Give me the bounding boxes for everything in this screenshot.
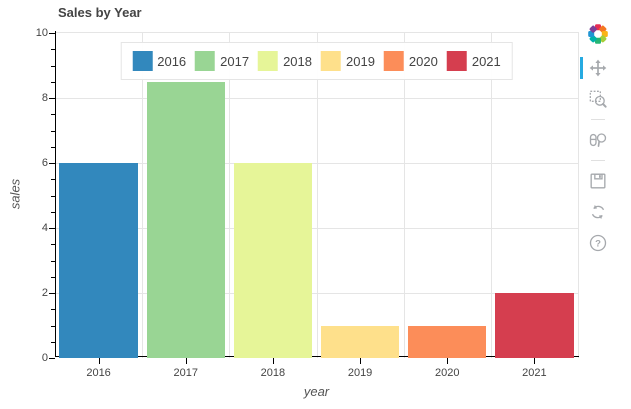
gridline-vertical: [142, 33, 144, 358]
y-axis-minor-tick: [51, 211, 55, 213]
legend: 2016 2017 2018 2019 2020 2021: [120, 42, 513, 80]
legend-label: 2021: [471, 53, 501, 69]
pan-icon: [589, 59, 607, 77]
bar-2018: [233, 163, 313, 358]
box-zoom-icon: [589, 90, 607, 108]
reset-icon: [591, 204, 605, 220]
box-zoom-tool-button[interactable]: [586, 87, 610, 111]
gridline-vertical: [229, 33, 231, 358]
bar-2020: [408, 325, 487, 358]
legend-swatch: [383, 51, 404, 71]
y-axis-major-tick: [49, 33, 55, 34]
wheel-zoom-tool-button[interactable]: [586, 128, 610, 152]
y-axis-tick-label: 8: [41, 92, 48, 104]
y-axis-tick-label: 2: [41, 287, 48, 299]
y-axis-major-tick: [49, 358, 55, 359]
x-axis-tick: [98, 358, 100, 364]
save-icon: [590, 173, 606, 189]
legend-label: 2017: [220, 53, 250, 69]
x-axis-tick-label: 2020: [435, 367, 460, 379]
x-axis-tick: [272, 358, 274, 364]
y-axis-minor-tick: [51, 341, 55, 343]
legend-entry: 2020: [383, 51, 438, 71]
x-axis-tick-label: 2017: [173, 367, 198, 379]
legend-entry: 2016: [132, 51, 186, 71]
legend-entry: 2017: [195, 51, 249, 71]
y-axis-tick-label: 0: [41, 352, 48, 364]
y-axis-minor-tick: [51, 179, 55, 181]
x-axis-tick: [360, 358, 362, 364]
gridline-vertical: [490, 33, 492, 358]
toolbar-divider: [591, 160, 605, 161]
gridline-vertical: [403, 33, 405, 358]
y-axis-line: [55, 31, 56, 357]
x-axis-tick-label: 2016: [86, 367, 111, 379]
y-axis-minor-tick: [51, 309, 55, 311]
bar-2016: [59, 163, 138, 358]
y-axis-tick-label: 4: [41, 222, 48, 234]
y-axis-label: sales: [7, 178, 23, 210]
x-axis-tick-label: 2021: [522, 367, 547, 379]
x-axis-label: year: [303, 384, 330, 399]
svg-text:?: ?: [595, 239, 601, 250]
y-axis-major-tick: [49, 98, 55, 99]
gridline-vertical: [316, 33, 318, 358]
bar-2019: [320, 325, 400, 358]
x-axis-tick-label: 2019: [347, 367, 373, 379]
y-axis-minor-tick: [51, 276, 55, 278]
y-axis-minor-tick: [51, 260, 55, 262]
legend-swatch: [446, 51, 467, 71]
y-axis-minor-tick: [51, 81, 55, 83]
legend-entry: 2019: [321, 51, 375, 71]
y-axis-minor-tick: [51, 65, 55, 67]
reset-tool-button[interactable]: [586, 200, 610, 224]
x-axis-tick-label: 2018: [260, 367, 286, 379]
x-axis-tick: [447, 358, 449, 364]
legend-label: 2019: [346, 53, 375, 69]
x-axis-tick: [534, 358, 536, 364]
help-tool-button[interactable]: ?: [586, 231, 610, 255]
legend-swatch: [132, 51, 153, 71]
legend-swatch: [258, 51, 279, 71]
wheel-zoom-icon: [589, 133, 607, 147]
y-axis-minor-tick: [51, 114, 55, 116]
y-axis-minor-tick: [51, 325, 55, 327]
x-axis-tick: [185, 358, 187, 364]
bokeh-logo[interactable]: [587, 23, 609, 45]
y-axis-minor-tick: [51, 49, 55, 51]
legend-entry: 2021: [446, 51, 501, 71]
y-axis-minor-tick: [51, 146, 55, 148]
plot-area[interactable]: 2016 2017 2018 2019 2020 2021 0 2 4 6 8 10 2016 2017…: [36, 27, 579, 379]
legend-label: 2018: [283, 53, 312, 69]
x-axis-line: [55, 356, 579, 357]
toolbar-divider: [591, 119, 605, 120]
help-icon: ?: [589, 234, 607, 252]
legend-swatch: [321, 51, 341, 71]
legend-label: 2016: [157, 53, 187, 69]
y-axis-major-tick: [49, 293, 55, 294]
y-axis-minor-tick: [51, 130, 55, 132]
y-axis-tick-label: 10: [35, 27, 48, 39]
legend-label: 2020: [408, 53, 438, 69]
save-tool-button[interactable]: [586, 169, 610, 193]
bokeh-toolbar: ?: [580, 23, 612, 262]
chart-title: Sales by Year: [58, 5, 142, 20]
y-axis-major-tick: [49, 228, 55, 229]
y-axis-minor-tick: [51, 244, 55, 246]
legend-entry: 2018: [258, 51, 312, 71]
bar-2017: [146, 81, 225, 358]
legend-swatch: [195, 51, 216, 71]
y-axis-major-tick: [49, 163, 55, 164]
bar-2021: [495, 293, 574, 358]
y-axis-tick-label: 6: [41, 157, 48, 169]
y-axis-minor-tick: [51, 195, 55, 197]
pan-tool-button[interactable]: [580, 56, 610, 80]
